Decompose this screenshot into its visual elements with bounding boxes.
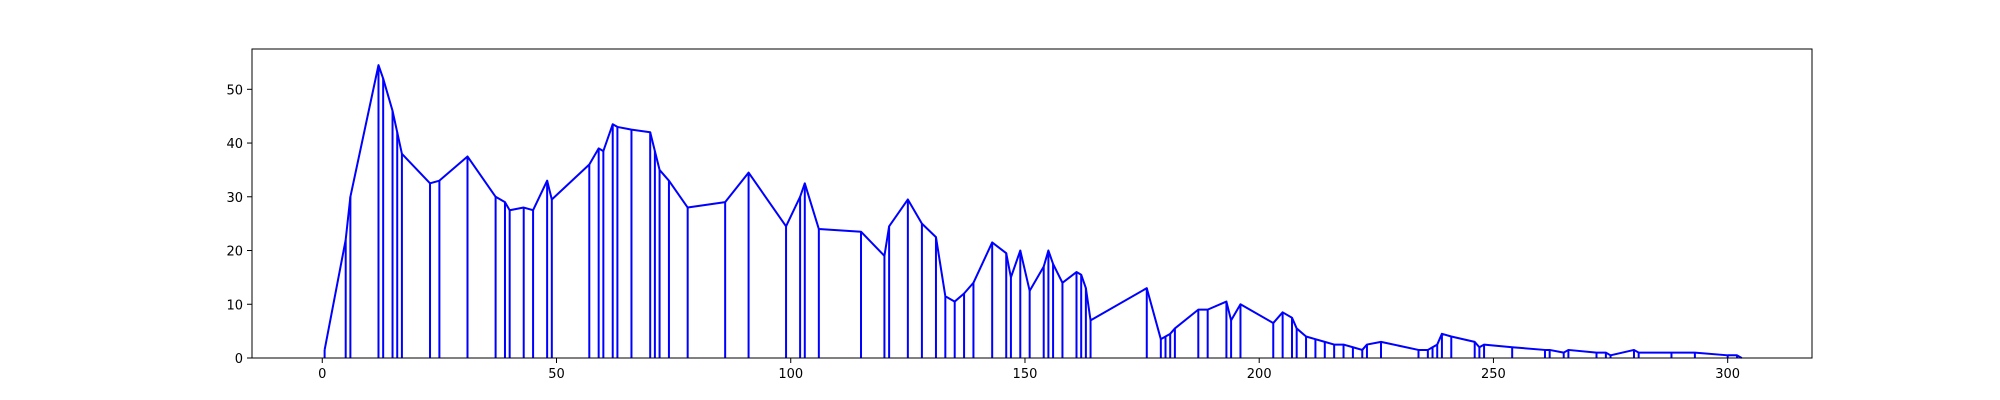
x-tick-label: 300 (1715, 367, 1740, 382)
x-tick-label: 200 (1247, 367, 1272, 382)
y-tick-label: 40 (226, 137, 243, 152)
y-tick-label: 20 (226, 245, 243, 260)
x-tick-label: 0 (318, 367, 326, 382)
y-tick-label: 0 (235, 352, 243, 367)
axes-frame (251, 48, 1813, 359)
plot-area (323, 64, 1743, 359)
axes: 0 50 100 150 200 250 300 0 10 20 30 40 50 (226, 48, 1813, 382)
x-tick-label: 150 (1013, 367, 1038, 382)
x-tick-label: 50 (548, 367, 565, 382)
y-tick-label: 50 (226, 83, 243, 98)
x-tick-label: 100 (778, 367, 803, 382)
y-tick-label: 10 (226, 298, 243, 313)
series-line (323, 64, 1743, 359)
x-tick-label: 250 (1481, 367, 1506, 382)
y-tick-label: 30 (226, 191, 243, 206)
